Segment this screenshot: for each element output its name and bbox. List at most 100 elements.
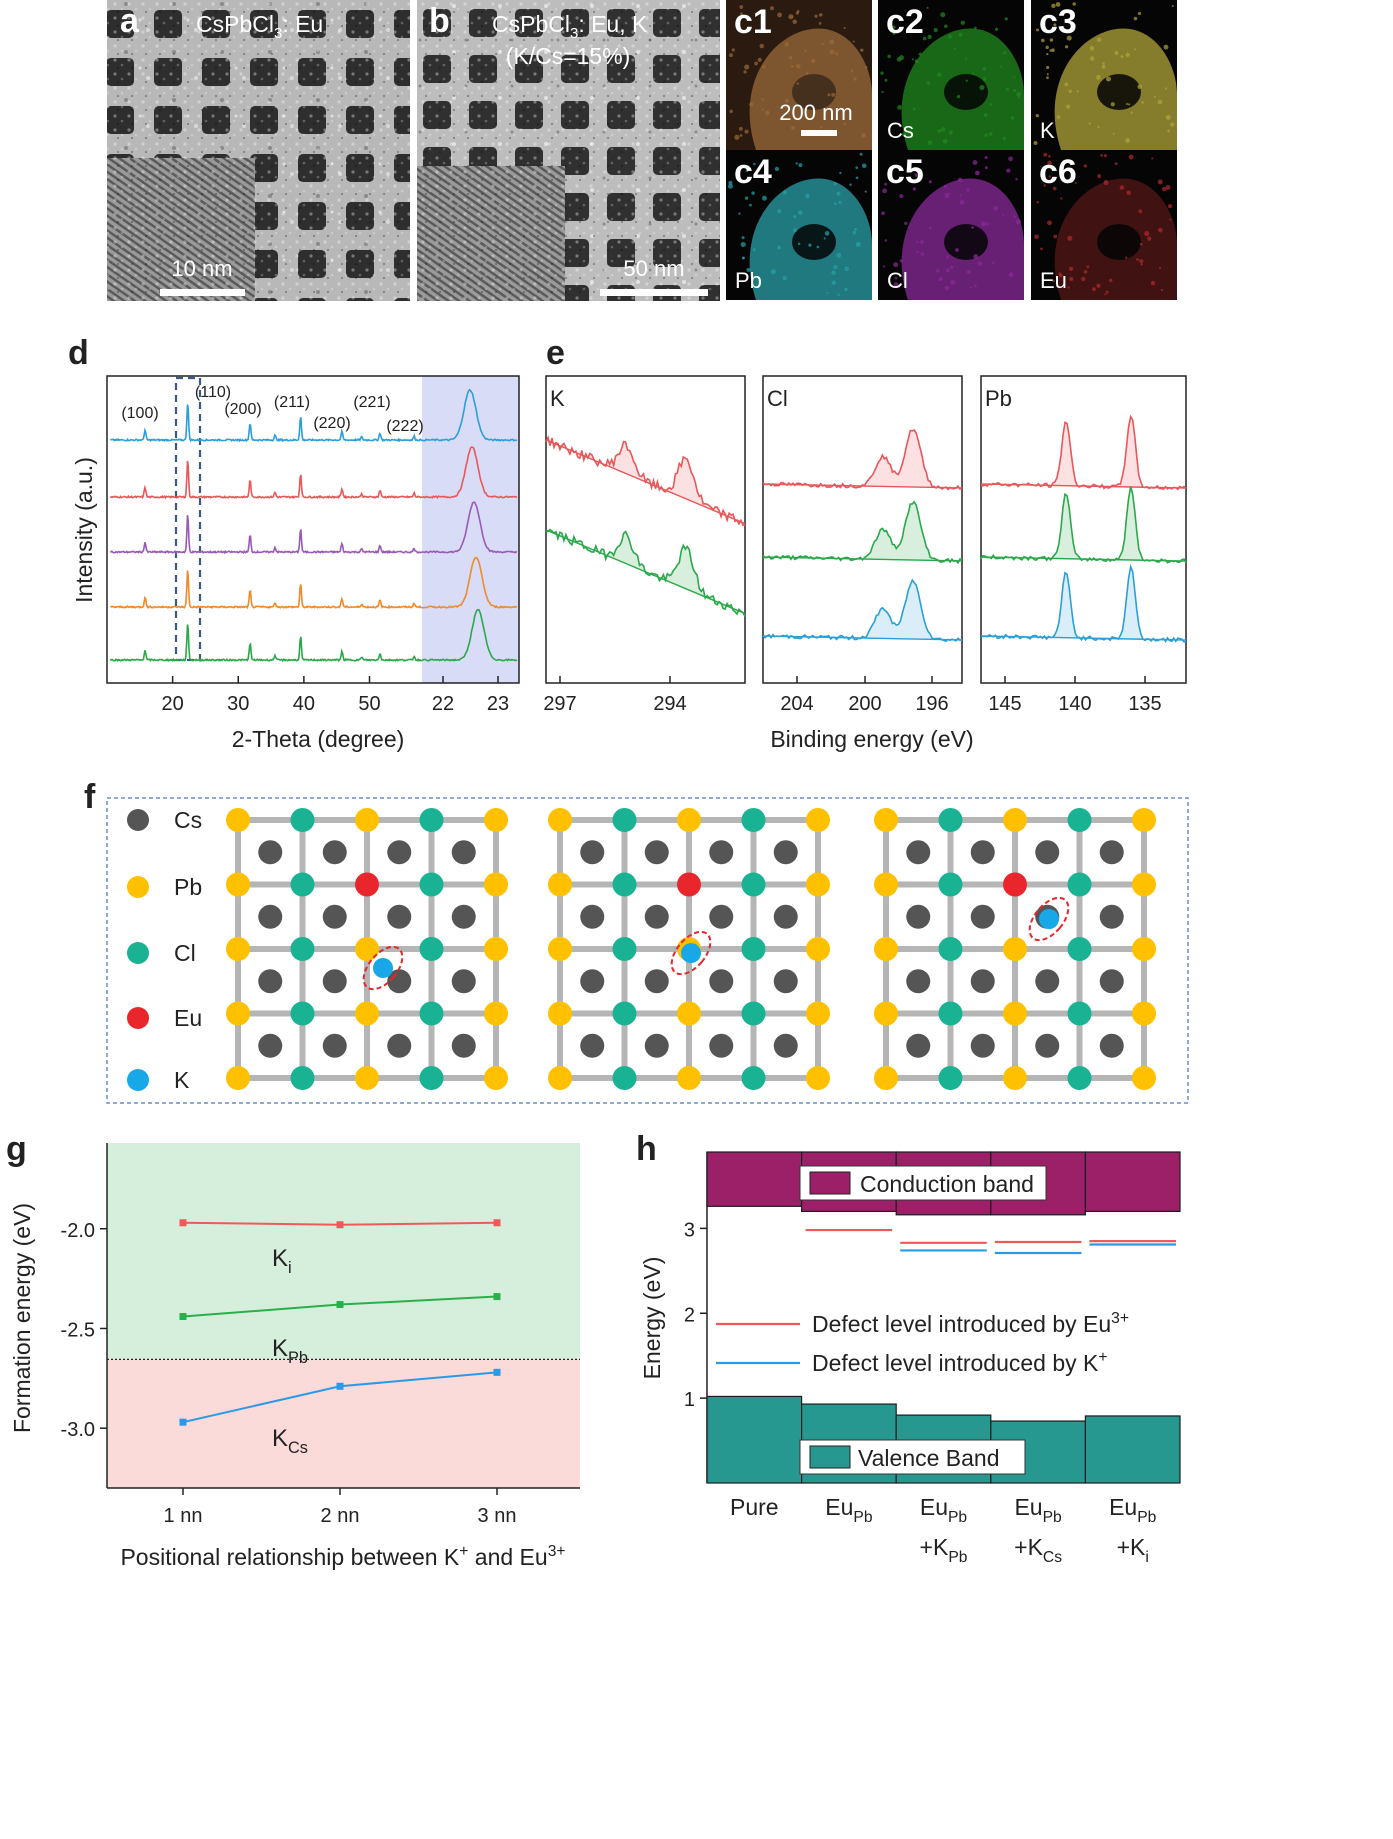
map-speck bbox=[836, 252, 842, 258]
cs-atom bbox=[906, 904, 931, 929]
map-speck bbox=[746, 267, 751, 273]
map-speck bbox=[1147, 236, 1152, 241]
y-tick-label: -2.5 bbox=[61, 1319, 95, 1341]
map-speck bbox=[1102, 62, 1105, 65]
map-speck bbox=[734, 134, 740, 140]
cl-atom bbox=[419, 1001, 444, 1026]
series-label-kcs: KCs bbox=[272, 1425, 308, 1457]
conduction-band-eupb+ki bbox=[1084, 1151, 1181, 1213]
legend-dot-cl bbox=[127, 942, 149, 964]
map-speck bbox=[926, 81, 931, 85]
cl-atom bbox=[612, 808, 637, 832]
xps-xlabel: Binding energy (eV) bbox=[770, 726, 973, 752]
xps-curve bbox=[980, 486, 1187, 564]
g-xlabel-part-1: + bbox=[459, 1543, 468, 1560]
cl-atom bbox=[419, 1066, 444, 1090]
map-speck bbox=[761, 65, 766, 69]
map-speck bbox=[1165, 114, 1171, 120]
legend-name: Cs bbox=[174, 807, 202, 833]
map-speck bbox=[744, 64, 750, 70]
k-legend-label-part-1: + bbox=[1098, 1349, 1107, 1366]
map-speck bbox=[752, 248, 756, 252]
cs-atom bbox=[258, 904, 283, 929]
map-speck bbox=[729, 109, 733, 114]
stable-region-green bbox=[107, 1143, 580, 1360]
series-label-kcs-part-0: K bbox=[272, 1425, 288, 1452]
map-hole bbox=[792, 224, 836, 260]
cs-atom bbox=[580, 840, 605, 865]
map-speck bbox=[1041, 38, 1045, 43]
element-map-cl: c5 Cl bbox=[878, 150, 1024, 300]
map-speck bbox=[887, 54, 891, 59]
map-speck bbox=[1015, 219, 1021, 225]
map-speck bbox=[1034, 234, 1039, 240]
map-background bbox=[1031, 150, 1177, 300]
map-speck bbox=[1051, 48, 1055, 53]
map-element-name: Pb bbox=[735, 268, 762, 293]
pb-atom bbox=[355, 1001, 379, 1026]
pb-atom bbox=[484, 937, 508, 961]
map-speck bbox=[1163, 44, 1169, 50]
map-speck bbox=[844, 287, 848, 292]
panel-b-label: b bbox=[429, 2, 450, 40]
pb-atom bbox=[806, 937, 830, 961]
map-speck bbox=[1171, 4, 1174, 8]
cs-atom bbox=[387, 904, 412, 929]
lattice-1 bbox=[226, 808, 508, 1090]
map-speck bbox=[1013, 88, 1017, 93]
cs-atom bbox=[387, 969, 412, 994]
map-speck bbox=[1153, 95, 1156, 98]
map-speck bbox=[884, 78, 888, 82]
map-speck bbox=[899, 194, 904, 199]
cl-atom bbox=[741, 1001, 766, 1026]
xps-tick-label: 196 bbox=[915, 693, 948, 715]
map-label-c1: c1 bbox=[734, 3, 772, 41]
map-speck bbox=[790, 64, 794, 68]
map-speck bbox=[1157, 179, 1163, 185]
category-label-line2: +KPb bbox=[920, 1534, 968, 1566]
cl-atom bbox=[419, 937, 444, 961]
category-label-line1-part-0: Pure bbox=[730, 1494, 779, 1520]
map-speck bbox=[955, 248, 959, 252]
cs-atom bbox=[709, 840, 734, 865]
xrd-zoom-tick-label: 23 bbox=[487, 693, 509, 715]
map-speck bbox=[916, 250, 919, 254]
xps-element-label: K bbox=[550, 386, 565, 411]
map-speck bbox=[835, 52, 839, 56]
map-speck bbox=[740, 12, 743, 16]
xps-curve bbox=[980, 563, 1187, 643]
xps-fill bbox=[981, 566, 1186, 642]
map-speck bbox=[1002, 137, 1006, 141]
cl-atom bbox=[1067, 1066, 1092, 1090]
map-speck bbox=[797, 242, 801, 246]
map-speck bbox=[1010, 116, 1015, 120]
map-speck bbox=[1089, 56, 1095, 61]
map-speck bbox=[833, 264, 838, 270]
xrd-zoom-tick-label: 22 bbox=[432, 693, 454, 715]
pb-atom bbox=[226, 808, 250, 832]
x-tick-label: 1 nn bbox=[164, 1505, 203, 1527]
map-speck bbox=[831, 280, 836, 285]
panel-b-scale-bar bbox=[600, 289, 708, 296]
map-speck bbox=[1047, 160, 1052, 166]
map-speck bbox=[974, 284, 977, 288]
map-speck bbox=[894, 276, 898, 280]
map-speck bbox=[1114, 162, 1118, 166]
map-speck bbox=[1008, 156, 1013, 162]
map-speck bbox=[761, 195, 767, 201]
g-xlabel-part-0: Positional relationship between K bbox=[120, 1544, 459, 1570]
xrd-tick-label: 40 bbox=[293, 693, 315, 715]
map-speck bbox=[1138, 209, 1143, 214]
map-speck bbox=[1047, 220, 1052, 226]
pb-atom bbox=[1003, 937, 1027, 961]
lattice-legend: Cs Pb Cl Eu K bbox=[127, 807, 202, 1093]
map-speck bbox=[979, 84, 985, 91]
xps-frame bbox=[980, 375, 1187, 684]
map-speck bbox=[1052, 279, 1055, 283]
category-label-line1-part-0: Eu bbox=[1109, 1494, 1137, 1520]
map-speck bbox=[1066, 35, 1072, 41]
map-speck bbox=[965, 79, 968, 82]
eu-legend-label-part-1: 3+ bbox=[1111, 1310, 1129, 1327]
map-speck bbox=[1110, 102, 1115, 107]
k-atom bbox=[373, 958, 393, 978]
